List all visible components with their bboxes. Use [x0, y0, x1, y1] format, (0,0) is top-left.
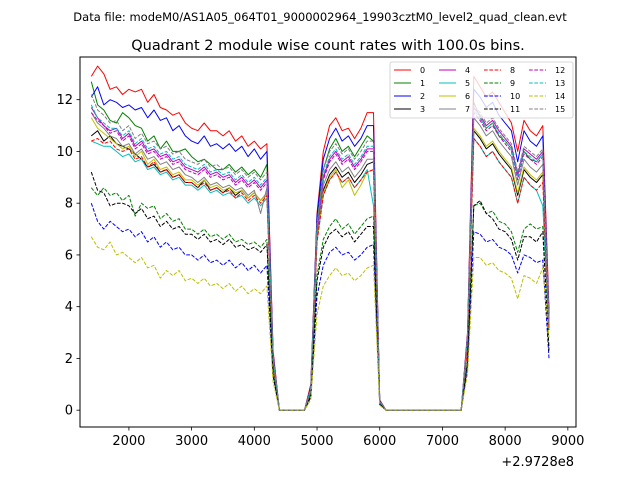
legend-label-4: 4	[465, 66, 470, 75]
x-tick-label: 4000	[238, 434, 271, 449]
legend-label-15: 15	[555, 105, 565, 114]
x-tick-label: 5000	[300, 434, 333, 449]
y-tick-label: 2	[65, 352, 73, 367]
x-offset-label: +2.9728e8	[501, 455, 574, 470]
legend-label-7: 7	[465, 105, 470, 114]
y-axis: 0 2 4 6 8 10 12	[56, 93, 80, 419]
series-line-8	[91, 138, 550, 411]
y-tick-label: 4	[65, 300, 73, 315]
y-tick-label: 6	[65, 248, 73, 263]
legend-label-3: 3	[420, 105, 425, 114]
suptitle: Data file: modeM0/AS1A05_064T01_90000029…	[73, 10, 567, 24]
x-tick-label: 7000	[426, 434, 459, 449]
series-line-14	[90, 236, 550, 411]
legend-box	[389, 61, 574, 119]
y-tick-label: 12	[56, 93, 73, 108]
x-tick-label: 8000	[489, 434, 522, 449]
x-axis: 2000 3000 4000 5000 6000 7000 8000 9000	[112, 427, 584, 449]
legend-label-12: 12	[555, 66, 565, 75]
series-layer	[90, 65, 550, 411]
y-tick-label: 0	[65, 404, 73, 419]
legend-label-6: 6	[465, 92, 470, 101]
legend-label-11: 11	[510, 105, 520, 114]
x-tick-label: 6000	[363, 434, 396, 449]
y-tick-label: 10	[56, 145, 73, 160]
series-line-15	[90, 94, 550, 411]
legend-label-10: 10	[510, 92, 520, 101]
chart-title: Quadrant 2 module wise count rates with …	[131, 38, 525, 54]
x-tick-label: 9000	[551, 434, 584, 449]
y-tick-label: 8	[65, 197, 73, 212]
legend-label-8: 8	[510, 66, 515, 75]
legend-label-0: 0	[420, 66, 425, 75]
legend-label-13: 13	[555, 79, 565, 88]
legend-label-9: 9	[510, 79, 515, 88]
x-tick-label: 3000	[175, 434, 208, 449]
legend-label-14: 14	[555, 92, 565, 101]
x-tick-label: 2000	[112, 434, 145, 449]
plot-frame	[79, 56, 577, 428]
legend-label-5: 5	[465, 79, 470, 88]
legend-label-1: 1	[420, 79, 425, 88]
series-line-11	[90, 171, 550, 411]
legend-label-2: 2	[420, 92, 425, 101]
series-line-10	[90, 203, 550, 411]
